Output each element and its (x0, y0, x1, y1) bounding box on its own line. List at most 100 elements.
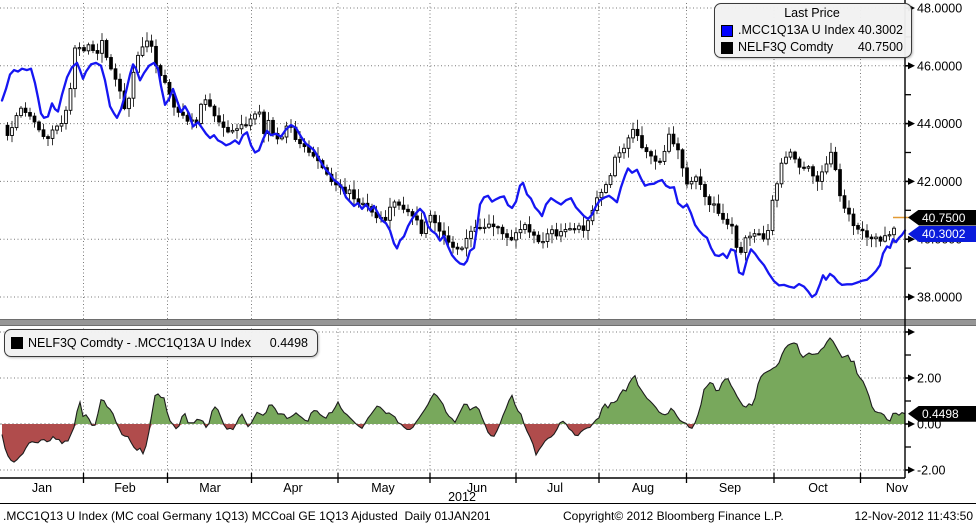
candle-body (41, 129, 46, 137)
candle-body (892, 227, 896, 236)
spread-series-swatch-icon (11, 337, 23, 349)
candle-body (707, 196, 712, 206)
candle-body (257, 111, 262, 115)
candle-body (635, 128, 640, 137)
candle-body (653, 155, 658, 162)
candle-body (46, 136, 50, 139)
candle-body (113, 68, 118, 80)
candle-body (32, 115, 37, 123)
candle-body (208, 99, 212, 107)
candle-body (685, 167, 689, 185)
candle-body (532, 231, 536, 236)
candle-body (797, 158, 802, 168)
candle-body (631, 128, 635, 139)
candle-body (811, 166, 815, 177)
candle-body (743, 237, 748, 253)
candle-body (667, 133, 671, 152)
candle-body (73, 47, 77, 90)
candle-body (572, 228, 577, 231)
candle-body (469, 230, 473, 239)
x-axis-month-label: Jul (547, 481, 563, 495)
candle-body (604, 184, 608, 193)
candle-body (482, 226, 487, 229)
candle-body (95, 50, 100, 54)
candle-body (527, 224, 532, 233)
y-axis-label: 42.0000 (917, 175, 962, 189)
candle-body (752, 233, 757, 237)
candle-body (869, 236, 874, 240)
candle-body (626, 137, 631, 149)
candle-body (235, 128, 239, 131)
candle-body (37, 121, 41, 131)
candle-body (671, 133, 676, 145)
candle-body (662, 150, 667, 162)
candle-body (145, 40, 149, 48)
candle-body (622, 147, 626, 154)
mcc-series-swatch-icon (721, 24, 733, 37)
candle-body (464, 237, 469, 249)
candle-body (401, 204, 406, 210)
candle-body (109, 57, 113, 70)
candle-body (415, 215, 419, 221)
legend-spread[interactable]: NELF3Q Comdty - .MCC1Q13A U Index 0.4498 (4, 329, 318, 357)
mcc-series-label: .MCC1Q13A U Index (738, 23, 855, 37)
candle-body (860, 228, 865, 232)
candle-body (766, 230, 770, 240)
candle-body (851, 213, 856, 227)
candle-body (761, 233, 766, 240)
candle-body (77, 47, 82, 50)
candle-body (406, 208, 410, 213)
candle-body (451, 241, 455, 248)
candle-body (239, 124, 244, 130)
candle-body (383, 216, 388, 221)
legend-last-price[interactable]: Last Price .MCC1Q13A U Index 40.3002 NEL… (714, 3, 912, 58)
candle-body (581, 225, 586, 231)
candle-body (514, 232, 518, 241)
candle-body (388, 206, 392, 221)
candle-body (181, 111, 185, 116)
legend-row-nelf: NELF3Q Comdty 40.7500 (721, 39, 903, 56)
last-price-tag-mcc[interactable]: 40.3002 (908, 226, 976, 242)
candle-body (433, 214, 437, 224)
axis-tick-arrow-icon (908, 466, 915, 474)
mcc-price-line (0, 61, 907, 299)
x-axis-month-label: Mar (199, 481, 221, 495)
candle-body (419, 219, 424, 234)
footer-security-description: .MCC1Q13 U Index (MC coal Germany 1Q13) … (3, 509, 491, 523)
candle-body (455, 246, 460, 250)
candle-body (298, 139, 302, 145)
candle-body (788, 151, 793, 158)
candle-body (550, 229, 554, 235)
nelf-series-value: 40.7500 (857, 40, 903, 54)
axis-tick-arrow-icon (908, 235, 915, 243)
candle-body (698, 176, 703, 185)
candle-body (446, 235, 451, 243)
last-value-tag-spread[interactable]: 0.4498 (908, 405, 976, 422)
footer-copyright: Copyright© 2012 Bloomberg Finance L.P. (563, 509, 784, 523)
candle-body (505, 233, 509, 238)
candle-body (545, 233, 550, 242)
last-price-tag-nelf[interactable]: 40.7500 (908, 209, 976, 226)
footer-datetime: 12-Nov-2012 11:43:50 (854, 509, 973, 523)
candle-body (203, 99, 208, 105)
candle-body (586, 220, 590, 231)
candle-body (163, 75, 167, 83)
x-axis-month-label: Feb (114, 481, 136, 495)
candle-body (779, 162, 784, 185)
axis-tick-arrow-icon (908, 177, 915, 185)
candle-body (428, 214, 433, 223)
candle-body (856, 225, 860, 230)
candle-body (68, 88, 73, 111)
candle-body (82, 47, 86, 52)
candle-body (847, 207, 851, 215)
candle-body (221, 121, 226, 128)
candle-body (721, 212, 725, 220)
candle-body (842, 195, 847, 209)
candle-body (478, 226, 482, 230)
candle-body (640, 135, 644, 149)
axis-tick-arrow-icon (908, 328, 915, 336)
candle-body (127, 97, 131, 110)
footer-bar: .MCC1Q13 U Index (MC coal Germany 1Q13) … (0, 503, 976, 529)
y-axis-label: 2.00 (917, 372, 941, 386)
